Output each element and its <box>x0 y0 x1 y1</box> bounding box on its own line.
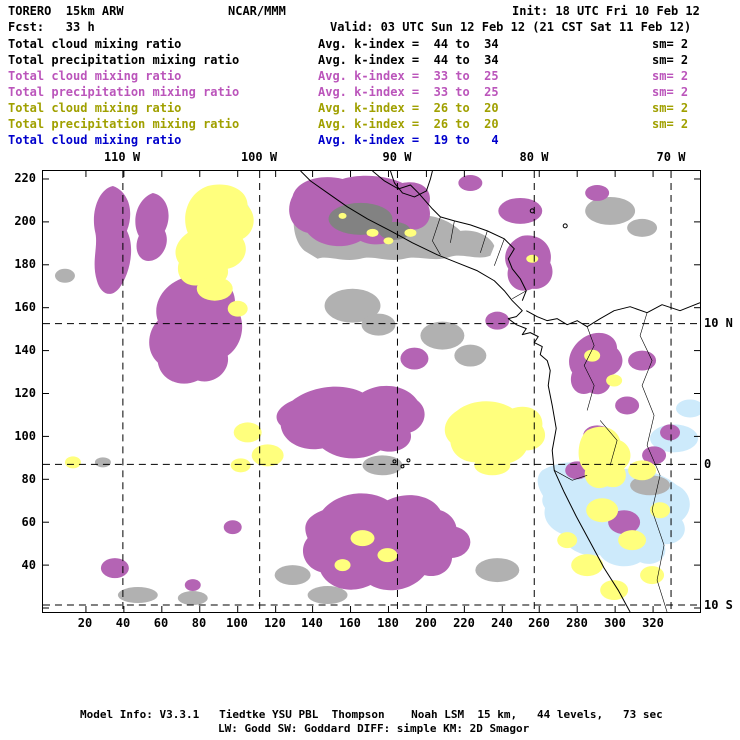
lon-tick-label: 110 W <box>103 150 141 164</box>
lon-tick-label: 70 W <box>656 150 686 164</box>
darkgray-cloud-regions <box>328 202 411 240</box>
legend-kindex: Avg. k-index = 19 to 4 <box>318 133 499 147</box>
x-tick-label: 40 <box>115 616 131 630</box>
lat-tick-label: 0 <box>704 457 712 471</box>
lat-tick-label: 10 N <box>704 316 733 330</box>
y-tick-label: 200 <box>14 214 36 228</box>
x-tick-label: 140 <box>301 616 323 630</box>
x-tick-label: 60 <box>153 616 169 630</box>
legend-label: Total precipitation mixing ratio <box>8 117 240 131</box>
legend-label: Total cloud mixing ratio <box>8 37 182 51</box>
lon-tick-label: 80 W <box>519 150 549 164</box>
y-tick-label: 140 <box>14 343 36 357</box>
legend-label: Total cloud mixing ratio <box>8 69 182 83</box>
x-tick-label: 160 <box>339 616 361 630</box>
valid-time: Valid: 03 UTC Sun 12 Feb 12 (21 CST Sat … <box>330 20 692 34</box>
legend-row: Total precipitation mixing ratio Avg. k-… <box>0 53 740 69</box>
model-title: TORERO 15km ARW <box>8 4 124 18</box>
yellow-cloud-regions <box>64 184 671 601</box>
x-tick-label: 240 <box>491 616 513 630</box>
x-tick-label: 220 <box>453 616 475 630</box>
legend-label: Total precipitation mixing ratio <box>8 53 240 67</box>
legend-row: Total cloud mixing ratio Avg. k-index = … <box>0 37 740 53</box>
country-borders <box>432 216 668 612</box>
y-tick-label: 100 <box>14 429 36 443</box>
map-svg <box>43 171 700 612</box>
y-tick-label: 180 <box>14 257 36 271</box>
legend-kindex: Avg. k-index = 33 to 25 <box>318 85 499 99</box>
legend-kindex: Avg. k-index = 26 to 20 <box>318 117 499 131</box>
x-tick-label: 180 <box>377 616 399 630</box>
x-tick-label: 100 <box>226 616 248 630</box>
legend-kindex: Avg. k-index = 44 to 34 <box>318 37 499 51</box>
x-tick-label: 120 <box>264 616 286 630</box>
x-tick-label: 260 <box>528 616 550 630</box>
org-name: NCAR/MMM <box>228 4 286 18</box>
init-time: Init: 18 UTC Fri 10 Feb 12 <box>512 4 700 18</box>
latlon-gridlines <box>43 171 700 612</box>
model-info-line2: LW: Godd SW: Goddard DIFF: simple KM: 2D… <box>218 722 530 735</box>
lat-tick-label: 10 S <box>704 598 733 612</box>
legend-smoothing: sm= 2 <box>652 101 689 115</box>
y-tick-label: 120 <box>14 386 36 400</box>
map-plot-area <box>42 170 701 613</box>
forecast-hour: Fcst: 33 h <box>8 20 95 34</box>
legend-smoothing: sm= 2 <box>652 85 689 99</box>
y-tick-label: 40 <box>21 558 36 572</box>
legend-smoothing: sm= 2 <box>652 117 689 131</box>
lon-tick-label: 100 W <box>240 150 278 164</box>
legend-smoothing: sm= 2 <box>652 37 689 51</box>
legend-kindex: Avg. k-index = 26 to 20 <box>318 101 499 115</box>
legend-kindex: Avg. k-index = 44 to 34 <box>318 53 499 67</box>
x-tick-label: 200 <box>415 616 437 630</box>
y-tick-label: 80 <box>21 472 36 486</box>
legend-kindex: Avg. k-index = 33 to 25 <box>318 69 499 83</box>
x-tick-label: 280 <box>566 616 588 630</box>
axis-ticks <box>43 171 700 612</box>
coastlines <box>300 171 700 612</box>
legend-smoothing: sm= 2 <box>652 69 689 83</box>
legend-row: Total cloud mixing ratio Avg. k-index = … <box>0 133 740 149</box>
legend-label: Total cloud mixing ratio <box>8 101 182 115</box>
x-tick-label: 320 <box>642 616 664 630</box>
legend-row: Total cloud mixing ratio Avg. k-index = … <box>0 69 740 85</box>
legend-smoothing: sm= 2 <box>652 53 689 67</box>
lon-tick-label: 90 W <box>382 150 412 164</box>
legend-row: Total precipitation mixing ratio Avg. k-… <box>0 117 740 133</box>
legend-row: Total precipitation mixing ratio Avg. k-… <box>0 85 740 101</box>
model-info-line1: Model Info: V3.3.1 Tiedtke YSU PBL Thomp… <box>80 708 663 721</box>
x-tick-label: 300 <box>604 616 626 630</box>
y-tick-label: 160 <box>14 300 36 314</box>
y-tick-label: 60 <box>21 515 36 529</box>
legend-label: Total precipitation mixing ratio <box>8 85 240 99</box>
legend-row: Total cloud mixing ratio Avg. k-index = … <box>0 101 740 117</box>
x-tick-label: 20 <box>77 616 93 630</box>
legend-label: Total cloud mixing ratio <box>8 133 182 147</box>
x-tick-label: 80 <box>191 616 207 630</box>
y-tick-label: 220 <box>14 171 36 185</box>
